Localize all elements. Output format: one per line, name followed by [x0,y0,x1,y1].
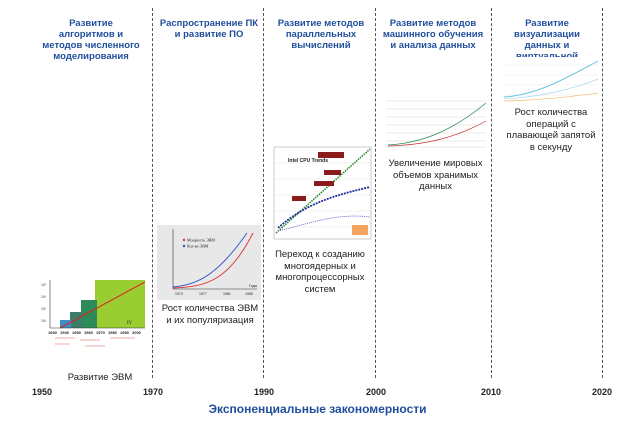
evm-year-tick: 1980 [108,330,118,335]
era-caption-2: Рост количества ЭВМ и их популяризация [161,303,259,326]
era-caption-5: Рост количества операций с плавающей зап… [506,107,596,153]
era-caption-1: Развитие ЭВМ [67,372,133,383]
era-caption-4: Увеличение мировых объемов хранимых данн… [388,158,483,192]
era-title-4: Развитие методов машинного обучения и ан… [382,18,484,51]
svg-text:10⁶: 10⁶ [41,295,47,299]
evm-year-tick: 1940 [60,330,70,335]
year-label: 2010 [481,387,502,397]
evm-year-tick: 1950 [72,330,82,335]
year-label: 1990 [254,387,275,397]
evm-year-tick: 1930 [48,330,58,335]
era-title-2: Распространение ПК и развитие ПО [159,18,259,40]
evm-generations-chart: 10⁸ 10⁶ 10⁴ 10² IV 1930 1940 1950 1960 197… [40,278,150,366]
evm-year-tick: 2000 [132,330,142,335]
year-label: 2020 [592,387,613,397]
pc-x-tick: 1981 [223,292,231,296]
era-divider [375,8,376,378]
cpu-chart-title: Intel CPU Trends [288,158,328,164]
cpu-trends-chart: Intel CPU Trends [266,143,373,245]
data-volume-chart [382,93,489,153]
legend-power: Мощность ЭВМ [187,238,215,243]
pc-x-unit: Годы [249,284,258,288]
year-label: 1950 [32,387,53,397]
era-caption-3: Переход к созданию многоядерных и многоп… [275,249,365,295]
svg-text:10⁸: 10⁸ [41,283,47,287]
evm-year-tick: 1960 [84,330,94,335]
era-divider [263,8,264,378]
pc-growth-chart: Мощность ЭВМ Кол-во ЭВМ 1973 1977 1981 1… [157,225,261,300]
generation-label: IV [127,321,133,326]
era-title-3: Развитие методов параллельных вычислений [277,18,365,51]
pc-x-tick: 1977 [199,292,207,296]
svg-text:10²: 10² [41,319,47,323]
year-label: 1970 [143,387,164,397]
evm-year-tick: 1970 [96,330,106,335]
pc-x-tick: 1985 [245,292,253,296]
year-label: 2000 [366,387,387,397]
svg-text:10⁴: 10⁴ [41,307,47,311]
flops-chart [498,57,601,105]
evm-year-tick: 1990 [120,330,130,335]
era-divider [152,8,153,378]
timeline-title: Экспоненциальные закономерности [208,402,427,416]
legend-count: Кол-во ЭВМ [187,244,209,249]
era-divider [491,8,492,378]
pc-x-tick: 1973 [175,292,183,296]
era-title-1: Развитие алгоритмов и методов численного… [42,18,140,62]
era-divider [602,8,603,378]
